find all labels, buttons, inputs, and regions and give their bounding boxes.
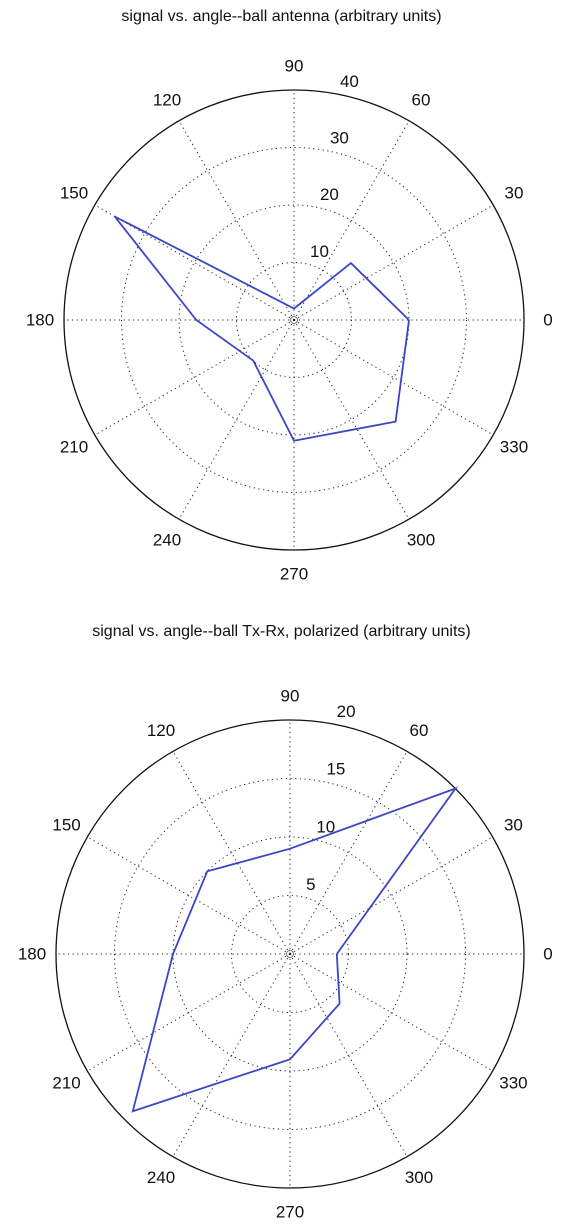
angle-tick-label: 0 (543, 945, 552, 964)
angle-tick-label: 150 (60, 184, 88, 203)
angle-tick-label: 270 (276, 1203, 304, 1222)
radial-tick-label: 40 (340, 72, 359, 91)
series-line (113, 215, 410, 442)
angle-tick-label: 210 (60, 438, 88, 457)
angle-tick-label: 180 (26, 311, 54, 330)
radial-tick-label: 20 (337, 702, 356, 721)
center-marker (286, 950, 294, 958)
radial-gridline (293, 319, 410, 520)
radial-tick-label: 10 (310, 242, 329, 261)
angle-tick-label: 210 (52, 1074, 80, 1093)
radial-gridline (289, 751, 408, 955)
radial-gridline (178, 319, 295, 520)
radial-tick-label: 15 (326, 760, 345, 779)
angle-tick-label: 240 (147, 1168, 175, 1187)
radial-grid-circle (231, 895, 349, 1013)
radial-tick-label: 10 (316, 817, 335, 836)
angle-tick-label: 90 (285, 57, 304, 76)
angle-tick-label: 270 (280, 565, 308, 584)
polar-chart-bottom: signal vs. angle--ball Tx-Rx, polarized … (0, 615, 563, 1229)
angle-tick-label: 120 (153, 91, 181, 110)
radial-gridline (293, 120, 410, 321)
angle-tick-label: 60 (412, 91, 431, 110)
angle-tick-label: 0 (543, 311, 552, 330)
radial-tick-label: 20 (320, 185, 339, 204)
angle-tick-label: 180 (18, 945, 46, 964)
angle-tick-label: 240 (153, 530, 181, 549)
radial-gridline (94, 319, 295, 436)
radial-grid-circle (121, 147, 467, 493)
radial-grid-circle (114, 778, 466, 1130)
angle-tick-label: 300 (407, 530, 435, 549)
radial-gridline (293, 204, 494, 321)
angle-tick-label: 120 (147, 721, 175, 740)
center-marker (290, 316, 298, 324)
polar-plot-area: 0 30 60 90 120 150 180 210 240 270 300 330 10 20 30 40 (26, 57, 553, 584)
radial-gridline (293, 319, 494, 436)
radial-tick-label: 5 (306, 875, 315, 894)
angle-tick-label: 330 (499, 1074, 527, 1093)
polar-plot-area: 0 30 60 90 120 150 180 210 240 270 300 330 5 10 15 20 (18, 687, 553, 1222)
angle-tick-label: 330 (500, 438, 528, 457)
angle-tick-label: 60 (410, 721, 429, 740)
radial-gridline (94, 204, 295, 321)
angle-tick-label: 150 (52, 816, 80, 835)
radial-gridline (289, 836, 493, 955)
angle-tick-label: 30 (505, 184, 524, 203)
polar-boundary (63, 89, 525, 551)
polar-boundary (55, 719, 525, 1189)
angle-tick-label: 30 (504, 816, 523, 835)
radial-tick-label: 30 (330, 129, 349, 148)
radial-gridline (178, 120, 295, 321)
radial-grid-circle (236, 262, 352, 378)
chart-title: signal vs. angle--ball Tx-Rx, polarized … (92, 623, 471, 640)
polar-chart-top: signal vs. angle--ball antenna (arbitrar… (26, 8, 553, 584)
angle-tick-label: 300 (405, 1168, 433, 1187)
chart-title: signal vs. angle--ball antenna (arbitrar… (121, 8, 442, 25)
series-line (131, 786, 458, 1113)
angle-tick-label: 90 (281, 687, 300, 706)
